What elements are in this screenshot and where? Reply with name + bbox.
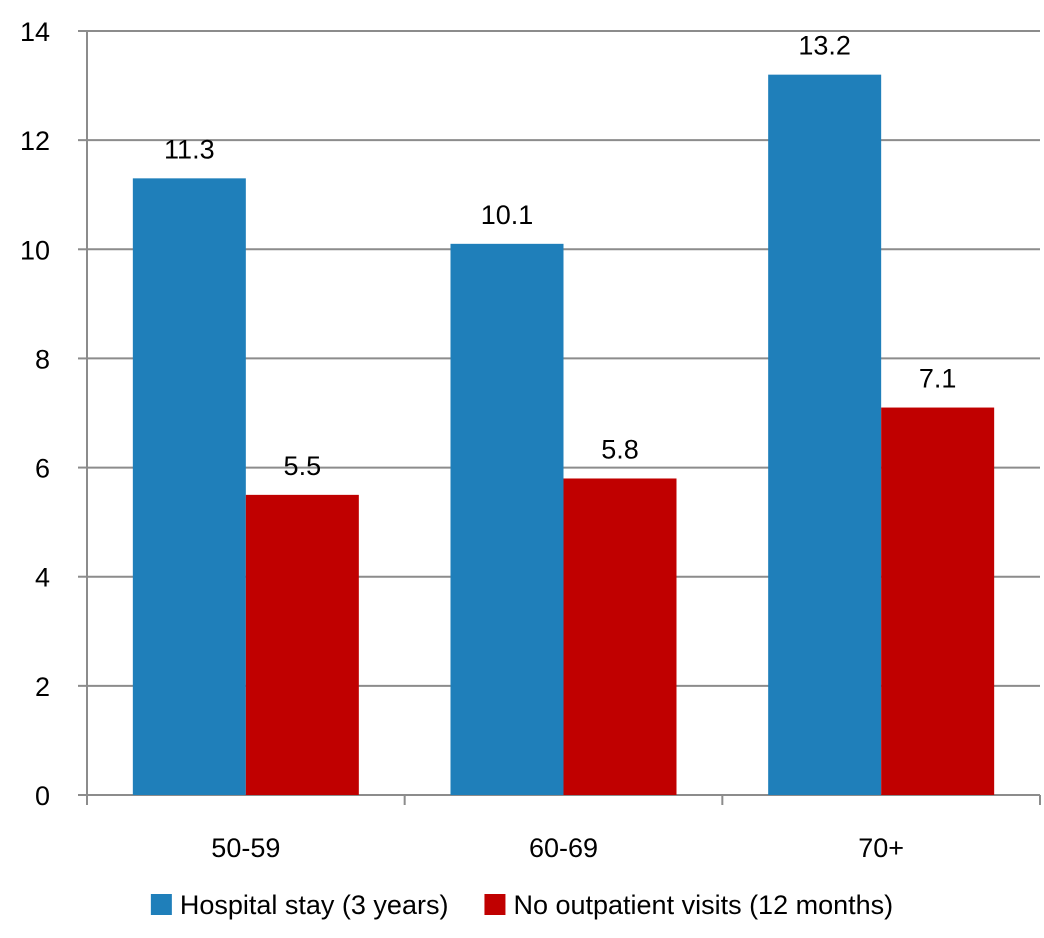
x-tick-label: 60-69 <box>529 833 598 863</box>
data-label: 5.8 <box>601 434 639 464</box>
bar-no-outpatient-visits <box>563 478 677 795</box>
data-label: 11.3 <box>164 134 215 164</box>
y-tick-label: 12 <box>20 126 50 156</box>
y-tick-label: 6 <box>35 454 50 484</box>
legend-label: No outpatient visits (12 months) <box>513 890 893 920</box>
bar-hospital-stay <box>132 178 246 796</box>
y-tick-label: 8 <box>35 344 50 374</box>
legend-swatch <box>484 894 506 915</box>
x-tick-label: 70+ <box>858 833 904 863</box>
data-label: 13.2 <box>798 31 851 61</box>
bar-hospital-stay <box>450 243 564 796</box>
legend-label: Hospital stay (3 years) <box>180 890 449 920</box>
legend-swatch <box>150 894 172 915</box>
bars <box>132 74 995 796</box>
y-tick-label: 14 <box>20 17 50 47</box>
bar-no-outpatient-visits <box>881 407 995 795</box>
data-label: 5.5 <box>284 451 322 481</box>
bar-hospital-stay <box>768 74 882 795</box>
y-tick-label: 2 <box>35 672 50 702</box>
data-labels: 11.3 5.5 10.1 5.8 13.2 7.1 <box>164 31 956 481</box>
y-tick-label: 0 <box>35 781 50 811</box>
legend-item-hospital-stay: Hospital stay (3 years) <box>150 890 449 920</box>
legend: Hospital stay (3 years) No outpatient vis… <box>150 890 893 920</box>
legend-item-no-outpatient-visits: No outpatient visits (12 months) <box>484 890 893 920</box>
y-tick-label: 4 <box>35 563 50 593</box>
data-label: 7.1 <box>919 364 957 394</box>
tick-labels: 0 2 4 6 8 10 12 14 50-59 60-69 70+ <box>20 17 904 863</box>
x-tick-label: 50-59 <box>211 833 280 863</box>
y-tick-label: 10 <box>20 235 50 265</box>
data-label: 10.1 <box>481 200 534 230</box>
bar-no-outpatient-visits <box>245 494 359 795</box>
